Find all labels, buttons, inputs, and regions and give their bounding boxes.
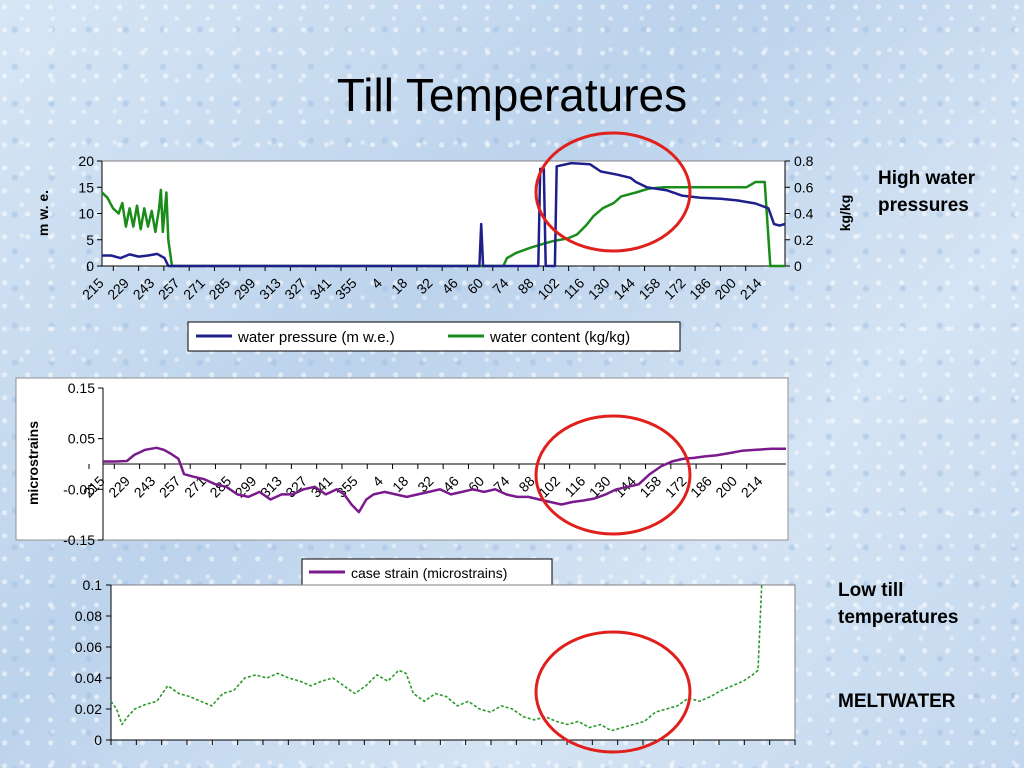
chart1-x-tick-label: 313 (256, 275, 284, 303)
chart1-x-tick-label: 341 (307, 275, 335, 303)
chart1-x-tick-label: 144 (610, 275, 638, 303)
chart3-y-tick-label: 0.08 (75, 608, 102, 624)
chart1-y2-tick-label: 0.2 (794, 232, 814, 248)
chart1-y2-tick-label: 0.4 (794, 206, 814, 222)
chart1-plot-area (101, 160, 786, 267)
chart2-frame (15, 377, 789, 541)
chart1-y2-tick-label: 0.8 (794, 153, 814, 169)
chart1-highlight-circle (534, 131, 692, 253)
chart3-series-till-temperature (110, 584, 763, 732)
chart1-legend (187, 321, 681, 352)
chart1-y-tick-label: 20 (78, 153, 94, 169)
chart1-x-tick-label: 299 (231, 275, 259, 303)
chart1-y-tick-label: 5 (86, 232, 94, 248)
chart1-x-tick-label: 200 (711, 275, 739, 303)
slide-title: Till Temperatures (336, 69, 688, 121)
chart2-y-tick-label: -0.15 (63, 532, 95, 548)
chart1-x-tick-label: 116 (560, 275, 587, 302)
chart1-x-tick-label: 60 (464, 275, 486, 297)
chart1-series-water-pressure (102, 161, 786, 268)
chart1-x-tick-label: 214 (737, 275, 765, 303)
chart1-x-tick-label: 158 (635, 275, 663, 303)
chart1-x-tick-label: 4 (368, 275, 385, 292)
chart1-legend-label-content: water content (kg/kg) (489, 329, 630, 346)
chart1-x-tick-label: 172 (661, 275, 689, 303)
chart1-x-tick-label: 229 (104, 275, 132, 303)
chart2-legend-label: case strain (microstrains) (351, 565, 507, 581)
chart1-x-tick-label: 355 (332, 275, 360, 303)
chart3-y-tick-label: 0.02 (75, 701, 102, 717)
chart1-x-tick-label: 327 (281, 275, 309, 303)
chart1-x-tick-label: 215 (79, 275, 107, 303)
chart1-y-tick-label: 15 (78, 179, 94, 195)
note-meltwater: MELTWATER (838, 691, 956, 712)
chart1-legend-label-pressure: water pressure (m w.e.) (237, 329, 395, 346)
chart1-x-tick-label: 130 (585, 275, 613, 303)
chart1-x-tick-label: 186 (686, 275, 714, 303)
chart1-y-tick-label: 0 (86, 258, 94, 274)
chart1-x-tick-label: 88 (514, 275, 536, 297)
chart1-x-tick-label: 271 (180, 275, 208, 303)
note-high-water-pressures: High water pressures (878, 168, 976, 216)
chart1-y2-tick-label: 0.6 (794, 179, 814, 195)
chart3-y-tick-label: 0 (94, 732, 102, 748)
chart2-y-axis-title: microstrains (25, 421, 41, 505)
chart1-x-tick-label: 257 (155, 275, 183, 303)
chart2-y-tick-label: -0.05 (63, 481, 95, 497)
chart2-y-tick-label: 0.15 (68, 380, 95, 396)
chart3-highlight-circle (534, 630, 692, 754)
chart1-y2-tick-label: 0 (794, 258, 802, 274)
chart1-x-tick-label: 18 (388, 275, 410, 297)
chart1-y-tick-label: 10 (78, 206, 94, 222)
chart2-y-tick-label: 0.05 (68, 431, 95, 447)
chart1-x-tick-label: 243 (130, 275, 158, 303)
chart3-plot-area (110, 584, 796, 741)
chart1-x-tick-label: 32 (413, 275, 435, 297)
chart1-series-water-content (101, 180, 785, 268)
chart1-x-tick-label: 74 (489, 275, 511, 297)
chart1-x-tick-label: 102 (534, 275, 562, 303)
chart2-series-case-strain (103, 446, 786, 514)
chart1-y2-axis-title: kg/kg (837, 195, 853, 232)
note-low-till-temperatures: Low till temperatures (838, 580, 959, 628)
chart1-y-axis-title: m w. e. (35, 190, 51, 236)
chart2-highlight-circle (534, 414, 692, 536)
chart3-y-tick-label: 0.04 (75, 670, 102, 686)
chart1-x-tick-label: 46 (439, 275, 461, 297)
chart3-y-tick-label: 0.1 (83, 577, 103, 593)
chart3-y-tick-label: 0.06 (75, 639, 102, 655)
chart1-x-tick-label: 285 (205, 275, 233, 303)
